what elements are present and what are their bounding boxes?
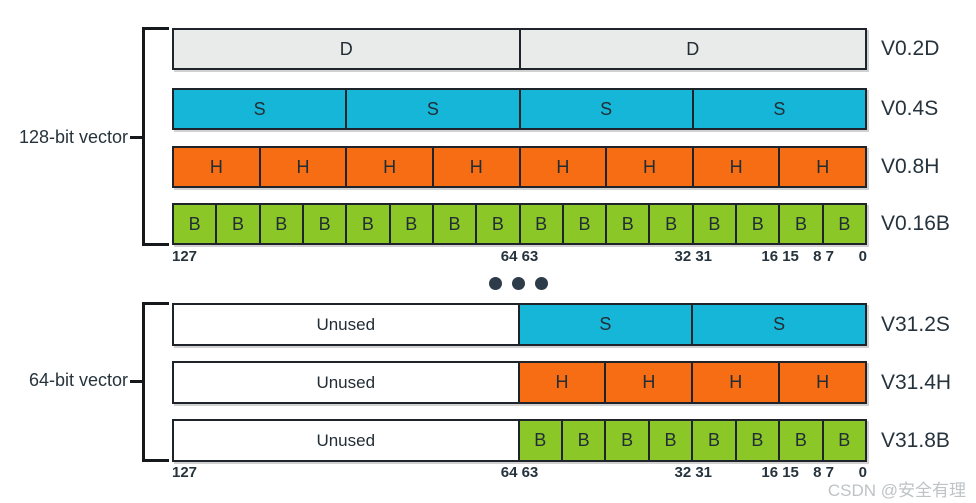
ellipsis-dot [489, 277, 502, 290]
register-name: V31.8B [881, 428, 950, 452]
element-cell-b: B [606, 419, 650, 462]
element-cell-b: B [172, 203, 218, 245]
element-cell-s: S [520, 88, 694, 130]
register-name: V0.8H [881, 155, 940, 178]
register-name: V31.2S [881, 312, 950, 336]
element-cell-h: H [260, 146, 348, 188]
element-cell-b: B [347, 203, 391, 245]
register-row-v31-2s: Unused S S V31.2S [172, 303, 950, 346]
element-cell-b: B [693, 419, 737, 462]
element-cell-b: B [736, 419, 781, 462]
element-cell-b: B [562, 419, 607, 462]
label-128-bit-vector: 128-bit vector [18, 127, 128, 147]
unused-cell: Unused [172, 419, 520, 462]
bit-tick: 127 [172, 464, 198, 481]
register-name: V0.16B [881, 212, 950, 235]
ellipsis-dot [512, 277, 525, 290]
element-cell-b: B [303, 203, 348, 245]
bracket-dash-top [130, 136, 142, 139]
register-row-v0-16b: B B B B B B B B B B B B B B B B V0.16B [172, 203, 950, 245]
register-name: V31.4H [881, 370, 952, 394]
element-cell-s: S [519, 303, 694, 346]
element-cell-b: B [477, 203, 521, 245]
element-cell-b: B [390, 203, 434, 245]
element-cell-b: B [260, 203, 304, 245]
element-cell-b: B [563, 203, 608, 245]
bit-scale: 127 64 63 32 31 16 15 8 7 0 [172, 464, 867, 482]
element-cell-b: B [519, 419, 563, 462]
element-cell-h: H [780, 361, 867, 404]
bit-tick: 64 63 [500, 464, 539, 481]
element-cell-h: H [347, 146, 434, 188]
element-cell-b: B [433, 203, 478, 245]
bit-tick: 16 15 [761, 248, 799, 265]
bit-tick: 8 7 [813, 248, 834, 265]
element-cell-b: B [649, 419, 694, 462]
unused-cell: Unused [172, 361, 520, 404]
ellipsis-dots [489, 277, 548, 290]
element-cell-b: B [823, 203, 867, 245]
element-cell-s: S [172, 88, 348, 130]
bit-tick: 32 31 [674, 464, 713, 481]
element-cell-b: B [693, 203, 738, 245]
register-name: V0.2D [881, 37, 940, 60]
element-cell-b: B [780, 419, 824, 462]
element-cell-b: B [823, 419, 867, 462]
element-cell-h: H [519, 361, 607, 404]
element-cell-b: B [780, 203, 824, 245]
element-cell-b: B [217, 203, 261, 245]
watermark: CSDN @安全有理 [827, 481, 966, 500]
bit-tick: 0 [858, 248, 867, 265]
element-cell-h: H [520, 146, 608, 188]
element-cell-s: S [347, 88, 521, 130]
ellipsis-dot [535, 277, 548, 290]
element-cell-h: H [606, 361, 694, 404]
element-cell-h: H [780, 146, 867, 188]
register-row-v31-8b: Unused B B B B B B B B V31.8B [172, 419, 950, 462]
bit-tick: 8 7 [813, 464, 834, 481]
bit-tick: 32 31 [674, 248, 713, 265]
element-cell-b: B [607, 203, 651, 245]
bracket-64bit [142, 302, 169, 462]
element-cell-h: H [607, 146, 694, 188]
bit-tick: 127 [172, 248, 198, 265]
element-cell-s: S [693, 303, 867, 346]
register-name: V0.4S [881, 97, 939, 120]
bracket-dash-bottom [130, 380, 142, 383]
register-row-v0-2d: D D V0.2D [172, 28, 939, 70]
element-cell-s: S [693, 88, 867, 130]
element-cell-d: D [520, 28, 867, 70]
label-64-bit-vector: 64-bit vector [28, 370, 128, 390]
bit-scale: 127 64 63 32 31 16 15 8 7 0 [172, 248, 867, 266]
register-row-v0-4s: S S S S V0.4S [172, 88, 938, 130]
element-cell-h: H [693, 361, 781, 404]
element-cell-b: B [650, 203, 694, 245]
register-row-v0-8h: H H H H H H H H V0.8H [172, 146, 939, 188]
bit-tick: 64 63 [500, 248, 539, 265]
element-cell-h: H [693, 146, 781, 188]
element-cell-b: B [520, 203, 564, 245]
bit-tick: 0 [858, 464, 867, 481]
element-cell-h: H [172, 146, 261, 188]
element-cell-b: B [737, 203, 781, 245]
element-cell-h: H [433, 146, 521, 188]
element-cell-d: D [172, 28, 521, 70]
bracket-128bit [142, 27, 169, 246]
bit-tick: 16 15 [761, 464, 799, 481]
register-row-v31-4h: Unused H H H H V31.4H [172, 361, 951, 404]
unused-cell: Unused [172, 303, 520, 346]
